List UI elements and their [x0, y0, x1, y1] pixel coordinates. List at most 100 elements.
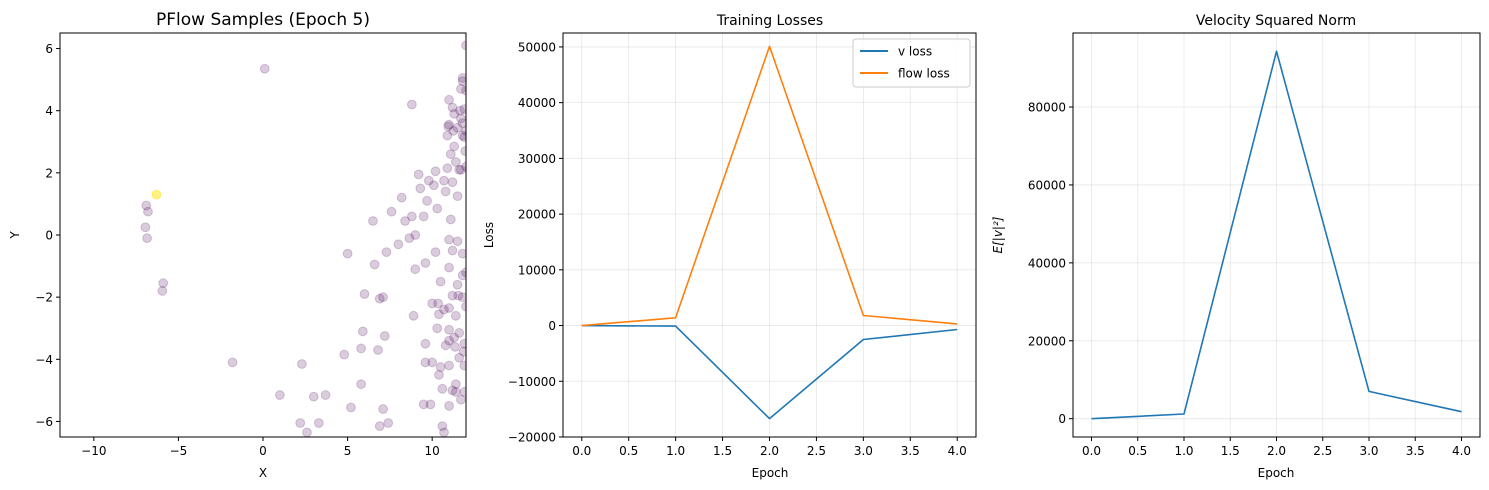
sample-point — [461, 161, 466, 172]
highlighted-sample-point — [151, 189, 162, 200]
sample-point — [420, 357, 431, 368]
sample-point — [452, 279, 463, 290]
sample-point — [449, 332, 460, 343]
sample-point — [415, 183, 426, 194]
sample-point — [442, 130, 453, 141]
sample-point — [457, 73, 466, 83]
sample-point — [435, 276, 446, 287]
losses-x-tick-label: 2.0 — [760, 444, 779, 458]
scatter-y-axis-label: Y — [8, 231, 22, 240]
legend-label-flow-loss: flow loss — [898, 67, 950, 81]
sample-point — [444, 324, 454, 335]
sample-point — [448, 125, 459, 136]
losses-y-tick-label: −10000 — [508, 375, 556, 389]
scatter-y-tick-label: −6 — [35, 415, 53, 429]
losses-y-tick-label: 20000 — [518, 208, 556, 222]
velocity-x-axis-label: Epoch — [1258, 466, 1295, 480]
sample-point — [297, 359, 307, 369]
sample-point — [430, 166, 441, 177]
sample-point — [449, 108, 460, 119]
sample-point — [444, 94, 454, 105]
scatter-x-tick-label: 5 — [344, 444, 352, 458]
sample-point — [425, 399, 436, 410]
velocity-x-tick-label: 3.5 — [1406, 444, 1425, 458]
sample-point — [339, 349, 350, 360]
velocity-y-tick-label: 0 — [1058, 412, 1066, 426]
sample-point — [420, 258, 431, 268]
sample-point — [413, 169, 424, 180]
sample-point — [406, 99, 417, 110]
sample-point — [457, 248, 466, 259]
sample-point — [356, 343, 367, 354]
scatter-x-ticks: −10 −5 0 5 10 — [81, 437, 440, 458]
sample-point — [442, 163, 453, 174]
sample-point — [383, 418, 394, 428]
sample-point — [457, 76, 466, 87]
velocity-x-tick-label: 0.0 — [1082, 444, 1101, 458]
sample-point — [443, 121, 454, 132]
scatter-y-tick-label: −2 — [35, 291, 53, 305]
sample-point — [447, 385, 458, 396]
training-losses-panel: Training Losses 0.0 0.5 1.0 1.5 2.0 2.5 3.0 3.5… — [482, 13, 977, 480]
sample-point — [227, 357, 238, 368]
scatter-title: PFlow Samples (Epoch 5) — [156, 10, 370, 30]
sample-point — [454, 327, 465, 338]
sample-point — [378, 292, 389, 303]
losses-y-tick-label: 50000 — [518, 40, 556, 54]
sample-point — [439, 304, 449, 315]
scatter-points — [140, 40, 466, 437]
velocity-y-ticks: 0 20000 40000 60000 80000 — [1028, 101, 1073, 426]
sample-point — [456, 164, 466, 175]
losses-x-axis-label: Epoch — [752, 466, 789, 480]
losses-x-tick-label: 0.5 — [619, 444, 638, 458]
sample-point — [444, 401, 454, 411]
sample-point — [459, 360, 466, 371]
sample-point — [461, 40, 466, 51]
velocity-y-tick-label: 80000 — [1028, 101, 1066, 115]
sample-point — [457, 130, 466, 141]
sample-point — [458, 346, 466, 357]
sample-point — [457, 292, 466, 303]
velocity-lines — [1091, 50, 1462, 420]
sample-point — [406, 211, 417, 222]
scatter-y-tick-label: 6 — [45, 42, 53, 56]
sample-point — [450, 157, 461, 167]
sample-point — [450, 379, 461, 390]
sample-point — [432, 203, 443, 214]
sample-point — [439, 175, 449, 186]
sample-point — [454, 164, 465, 175]
legend-label-v-loss: v loss — [898, 45, 932, 59]
velocity-line-series — [1091, 50, 1462, 420]
sample-point — [142, 233, 153, 244]
sample-point — [447, 177, 458, 188]
losses-grid — [563, 33, 976, 438]
scatter-x-tick-label: 10 — [425, 444, 440, 458]
sample-point — [459, 338, 466, 349]
sample-point — [359, 289, 370, 299]
sample-point — [435, 362, 446, 372]
sample-point — [418, 211, 429, 222]
sample-point — [379, 331, 390, 341]
losses-x-tick-label: 3.0 — [854, 444, 873, 458]
sample-point — [437, 383, 448, 394]
sample-point — [158, 278, 169, 289]
losses-x-ticks: 0.0 0.5 1.0 1.5 2.0 2.5 3.0 3.5 4.0 — [572, 437, 967, 458]
velocity-y-tick-label: 60000 — [1028, 178, 1066, 192]
sample-point — [456, 113, 466, 124]
scatter-x-tick-label: −10 — [81, 444, 106, 458]
sample-point — [445, 214, 456, 225]
sample-point — [418, 399, 429, 410]
losses-y-tick-label: 10000 — [518, 263, 556, 277]
velocity-y-tick-label: 40000 — [1028, 256, 1066, 270]
sample-point — [459, 387, 466, 397]
sample-point — [393, 239, 404, 250]
sample-point — [427, 357, 438, 368]
losses-y-axis-label: Loss — [482, 222, 496, 248]
scatter-y-tick-label: 2 — [45, 166, 53, 180]
sample-point — [157, 286, 168, 296]
sample-point — [453, 290, 464, 301]
sample-point — [320, 390, 331, 400]
losses-x-tick-label: 0.0 — [572, 444, 591, 458]
